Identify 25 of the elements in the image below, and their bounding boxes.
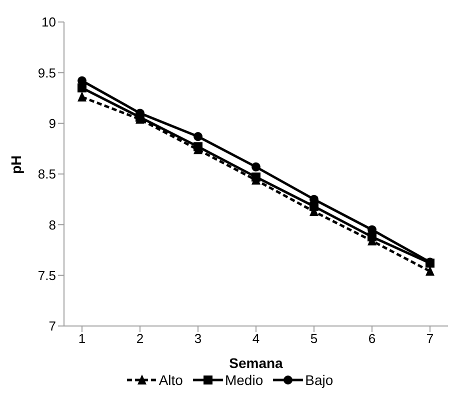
x-tick-label: 4 (252, 331, 260, 346)
x-tick-label: 6 (368, 331, 376, 346)
point (194, 132, 202, 142)
legend-label: Bajo (304, 372, 334, 388)
y-tick-label: 10 (42, 14, 56, 30)
point (78, 91, 86, 102)
x-tick-label: 7 (426, 331, 434, 346)
legend-label: Alto (158, 372, 183, 388)
x-axis-title: Semana (229, 355, 284, 371)
x-tick-label: 1 (78, 331, 86, 346)
point (194, 142, 202, 152)
legend-label: Medio (224, 372, 264, 388)
point (78, 83, 86, 92)
x-tick-label: 5 (310, 331, 318, 346)
y-tick-label: 9 (48, 116, 56, 131)
y-tick-label: 8.5 (38, 166, 56, 182)
y-tick-label: 8 (48, 217, 56, 232)
y-tick-label: 7 (48, 318, 56, 334)
point (252, 172, 260, 182)
y-tick-label: 7.5 (38, 268, 56, 283)
y-axis-title: pH (8, 155, 24, 174)
y-tick-label: 9.5 (38, 65, 56, 80)
x-tick-label: 3 (194, 331, 202, 346)
point (252, 162, 260, 172)
x-tick-label: 2 (136, 331, 144, 346)
